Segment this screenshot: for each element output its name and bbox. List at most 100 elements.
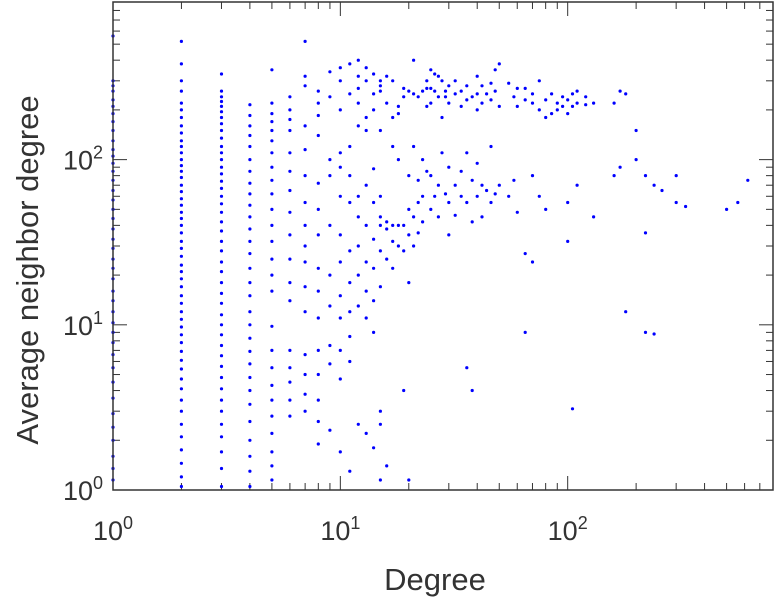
data-point <box>643 231 648 235</box>
data-point <box>219 128 224 133</box>
data-point <box>328 273 332 277</box>
data-point <box>179 203 183 207</box>
data-point <box>179 349 183 353</box>
data-point <box>447 165 451 169</box>
data-point <box>248 203 252 207</box>
data-point <box>303 223 307 227</box>
data-point <box>618 165 622 169</box>
data-point <box>288 169 292 173</box>
data-point <box>338 66 342 70</box>
data-point <box>396 223 400 227</box>
data-point <box>416 95 420 99</box>
data-point <box>356 86 360 90</box>
data-point <box>179 223 183 227</box>
data-point <box>465 366 469 370</box>
data-point <box>338 151 342 155</box>
data-point <box>179 333 183 337</box>
data-point <box>523 330 527 334</box>
data-point <box>179 301 183 305</box>
data-point <box>219 301 224 305</box>
data-point <box>179 409 183 413</box>
data-point <box>316 419 320 424</box>
data-point <box>453 183 457 187</box>
y-tick-label: 100 <box>63 473 103 506</box>
data-point <box>348 281 352 285</box>
data-point <box>443 192 448 196</box>
data-point <box>396 104 400 108</box>
data-point <box>179 310 183 314</box>
data-point <box>338 294 342 298</box>
data-point <box>179 358 183 362</box>
data-point <box>179 39 183 44</box>
data-point <box>270 289 274 293</box>
data-point <box>436 95 440 99</box>
data-point <box>385 227 389 231</box>
data-point <box>555 108 559 112</box>
data-point <box>248 113 252 118</box>
data-point <box>348 359 352 364</box>
data-point <box>316 348 320 352</box>
x-tick-label: 101 <box>320 513 360 546</box>
data-point <box>385 101 389 105</box>
data-point <box>475 108 479 112</box>
data-point <box>544 98 548 102</box>
data-point <box>470 95 474 99</box>
data-point <box>219 291 224 295</box>
data-point <box>338 260 342 264</box>
data-point <box>248 158 252 162</box>
data-point <box>288 257 292 261</box>
data-point <box>412 58 416 62</box>
data-point <box>356 422 360 426</box>
data-point <box>436 215 440 219</box>
data-point <box>219 89 224 93</box>
data-point <box>328 174 332 178</box>
data-point <box>465 98 469 102</box>
data-point <box>179 131 183 135</box>
data-point <box>316 113 320 118</box>
data-point <box>179 164 183 168</box>
data-point <box>316 181 320 185</box>
data-point <box>288 380 292 384</box>
data-point <box>530 174 535 178</box>
data-point <box>303 124 307 128</box>
data-point <box>485 92 489 96</box>
data-point <box>402 249 406 253</box>
data-point <box>179 101 183 105</box>
data-point <box>592 101 596 105</box>
data-point <box>328 304 332 308</box>
data-point <box>416 178 420 182</box>
data-point <box>421 194 425 198</box>
data-point <box>303 353 307 357</box>
data-point <box>328 158 332 162</box>
data-point <box>248 469 252 473</box>
data-point <box>338 194 342 198</box>
plot-frame <box>112 1 774 491</box>
data-point <box>248 103 252 107</box>
data-point <box>378 215 382 219</box>
data-point <box>248 144 252 149</box>
data-point <box>348 92 352 96</box>
data-point <box>328 70 332 74</box>
data-point <box>378 128 382 133</box>
data-point <box>566 98 570 102</box>
data-point <box>179 448 183 452</box>
data-point <box>270 450 274 454</box>
data-point <box>288 188 292 193</box>
data-point <box>179 169 183 173</box>
data-point <box>270 464 274 468</box>
data-point <box>634 158 638 162</box>
data-point <box>179 108 183 112</box>
data-point <box>643 174 648 178</box>
data-point <box>219 122 224 126</box>
data-point <box>179 254 183 258</box>
data-point <box>421 220 425 224</box>
data-point <box>412 244 416 248</box>
data-point <box>407 281 411 285</box>
data-point <box>219 435 224 439</box>
data-point <box>179 183 183 187</box>
data-point <box>674 174 678 178</box>
data-point <box>316 266 320 270</box>
data-point <box>338 79 342 83</box>
data-point <box>356 273 360 277</box>
data-point <box>436 183 440 187</box>
